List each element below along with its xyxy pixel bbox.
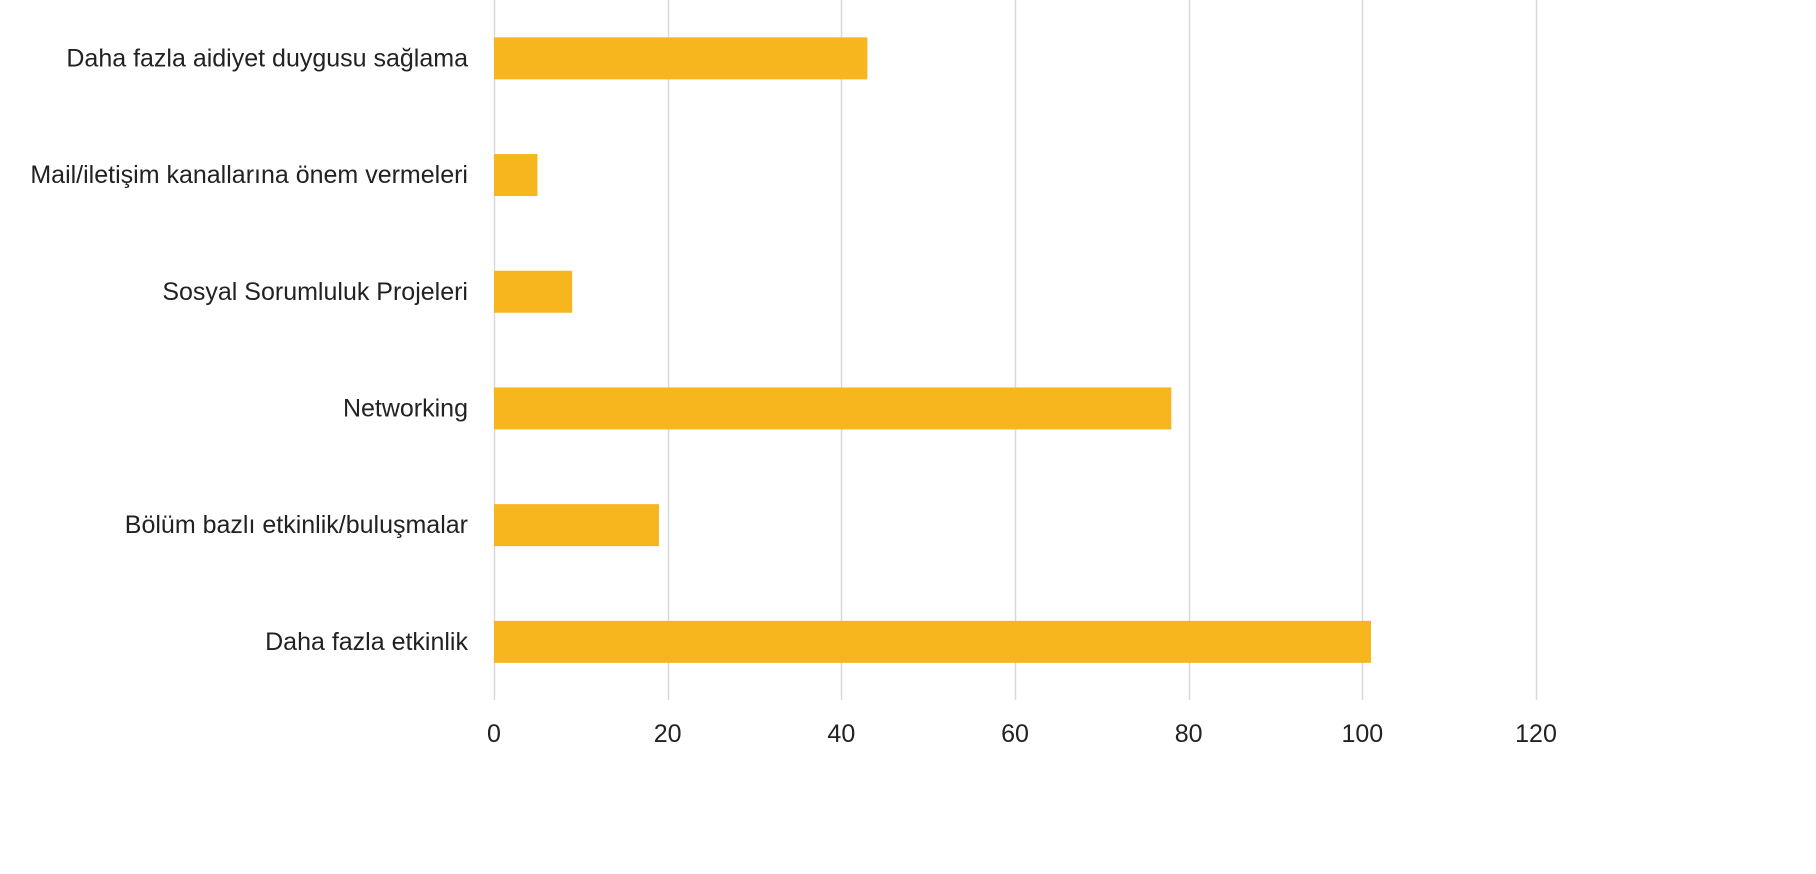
category-labels: Daha fazla aidiyet duygusu sağlama Mail/i…: [30, 44, 468, 656]
category-label: Mail/iletişim kanallarına önem vermeleri: [30, 161, 468, 189]
category-label: Daha fazla etkinlik: [265, 628, 468, 656]
x-tick-label: 40: [827, 720, 855, 748]
bar: [494, 387, 1172, 430]
x-axis-tick-labels: 0 20 40 60 80 100 120: [487, 720, 1557, 748]
bar: [494, 620, 1372, 663]
x-tick-label: 120: [1515, 720, 1557, 748]
x-tick-label: 20: [654, 720, 682, 748]
bar-layer: [494, 37, 1372, 663]
bar: [494, 504, 659, 547]
category-label: Bölüm bazlı etkinlik/buluşmalar: [125, 511, 468, 539]
x-tick-label: 60: [1001, 720, 1029, 748]
bar: [494, 37, 868, 80]
category-label: Daha fazla aidiyet duygusu sağlama: [66, 44, 468, 72]
x-tick-label: 100: [1341, 720, 1383, 748]
bar: [494, 270, 573, 313]
category-label: Sosyal Sorumluluk Projeleri: [162, 278, 468, 306]
x-tick-label: 0: [487, 720, 501, 748]
x-tick-label: 80: [1175, 720, 1203, 748]
grid-layer: [493, 0, 1538, 700]
bar: [494, 154, 538, 197]
category-label: Networking: [343, 394, 468, 422]
